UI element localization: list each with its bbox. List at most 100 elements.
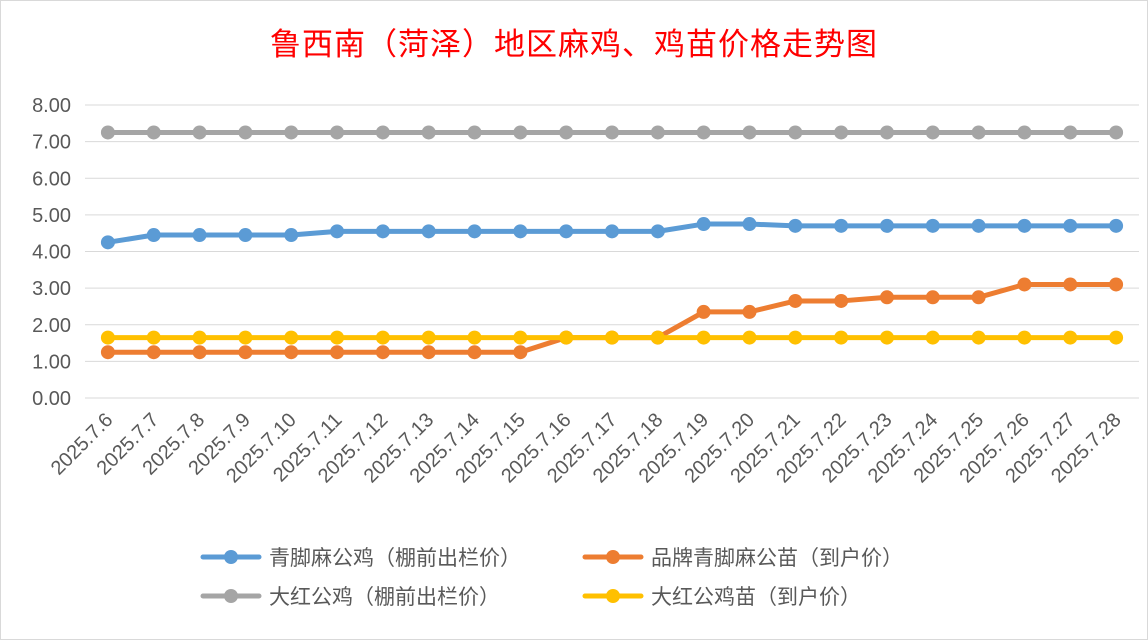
data-point [375, 330, 390, 345]
data-point [559, 125, 574, 140]
data-point [146, 345, 161, 360]
series-3 [100, 330, 1124, 345]
data-point [696, 330, 711, 345]
y-tick-label: 2.00 [32, 315, 71, 337]
data-point [513, 345, 528, 360]
data-point [559, 330, 574, 345]
data-point [925, 330, 940, 345]
data-point [605, 330, 619, 345]
data-point [330, 125, 345, 140]
data-point [1109, 125, 1124, 140]
legend-item: 大红公鸡苗（到户价） [582, 585, 861, 609]
data-point [788, 218, 803, 233]
data-point [879, 218, 894, 233]
legend-label: 品牌青脚麻公苗（到户价） [651, 546, 903, 570]
data-point [467, 330, 482, 345]
data-point [238, 345, 253, 360]
data-point [1063, 330, 1078, 345]
data-point [100, 125, 115, 140]
legend-marker [606, 550, 620, 564]
data-point [100, 235, 115, 250]
data-point [1063, 125, 1078, 140]
data-point [742, 330, 757, 345]
y-tick-label: 7.00 [32, 132, 71, 154]
data-point [284, 330, 299, 345]
data-point [971, 290, 986, 305]
y-tick-label: 1.00 [32, 351, 71, 373]
data-point [788, 330, 803, 345]
data-point [650, 224, 665, 239]
data-point [971, 218, 986, 233]
data-point [1109, 330, 1124, 345]
legend-label: 大红公鸡苗（到户价） [651, 585, 861, 609]
data-point [146, 228, 161, 243]
data-point [192, 345, 207, 360]
data-point [192, 330, 207, 345]
y-axis-ticks: 0.00 1.00 2.00 3.00 4.00 5.00 6.00 7.00 8.00 [32, 95, 71, 410]
data-point [421, 224, 436, 239]
data-point [192, 228, 207, 243]
data-point [879, 125, 894, 140]
data-point [513, 224, 528, 239]
data-point [1063, 218, 1078, 233]
gridlines [85, 104, 1139, 399]
data-point [375, 224, 390, 239]
data-point [1017, 330, 1032, 345]
data-point [834, 125, 849, 140]
data-point [1109, 277, 1124, 292]
data-point [284, 228, 299, 243]
legend-marker [224, 589, 238, 603]
data-point [742, 217, 757, 232]
series-group [100, 125, 1124, 360]
data-point [788, 125, 803, 140]
data-point [146, 125, 161, 140]
legend-label: 大红公鸡（棚前出栏价） [269, 585, 500, 609]
data-point [284, 125, 299, 140]
y-tick-label: 0.00 [32, 388, 71, 410]
legend-item: 大红公鸡（棚前出栏价） [200, 585, 500, 609]
data-point [879, 290, 894, 305]
data-point [971, 330, 986, 345]
series-1 [100, 277, 1124, 360]
y-tick-label: 8.00 [32, 95, 71, 117]
data-point [146, 330, 161, 345]
legend-label: 青脚麻公鸡（棚前出栏价） [269, 546, 521, 570]
legend-item: 青脚麻公鸡（棚前出栏价） [200, 546, 521, 570]
data-point [284, 345, 299, 360]
legend-marker [224, 550, 238, 564]
data-point [100, 330, 115, 345]
data-point [925, 290, 940, 305]
data-point [513, 330, 528, 345]
data-point [696, 217, 711, 232]
data-point [421, 125, 436, 140]
data-point [834, 218, 849, 233]
data-point [1017, 277, 1032, 292]
data-point [192, 125, 207, 140]
data-point [375, 345, 390, 360]
data-point [467, 345, 482, 360]
x-axis-ticks: 2025.7.62025.7.72025.7.82025.7.92025.7.1… [47, 409, 1126, 487]
data-point [559, 224, 574, 239]
data-point [100, 345, 115, 360]
data-point [238, 125, 253, 140]
data-point [238, 330, 253, 345]
data-point [1109, 218, 1124, 233]
data-point [696, 125, 711, 140]
data-point [1017, 218, 1032, 233]
data-point [330, 330, 345, 345]
data-point [1017, 125, 1032, 140]
data-point [375, 125, 390, 140]
data-point [467, 224, 482, 239]
data-point [513, 125, 528, 140]
data-point [421, 345, 436, 360]
legend: 青脚麻公鸡（棚前出栏价） 品牌青脚麻公苗（到户价） 大红公鸡（棚前出栏价） 大红公鸡苗… [200, 546, 903, 609]
y-tick-label: 5.00 [32, 205, 71, 227]
data-point [834, 293, 849, 308]
data-point [925, 125, 940, 140]
data-point [421, 330, 436, 345]
y-tick-label: 3.00 [32, 278, 71, 300]
data-point [834, 330, 849, 345]
data-point [467, 125, 482, 140]
data-point [925, 218, 940, 233]
